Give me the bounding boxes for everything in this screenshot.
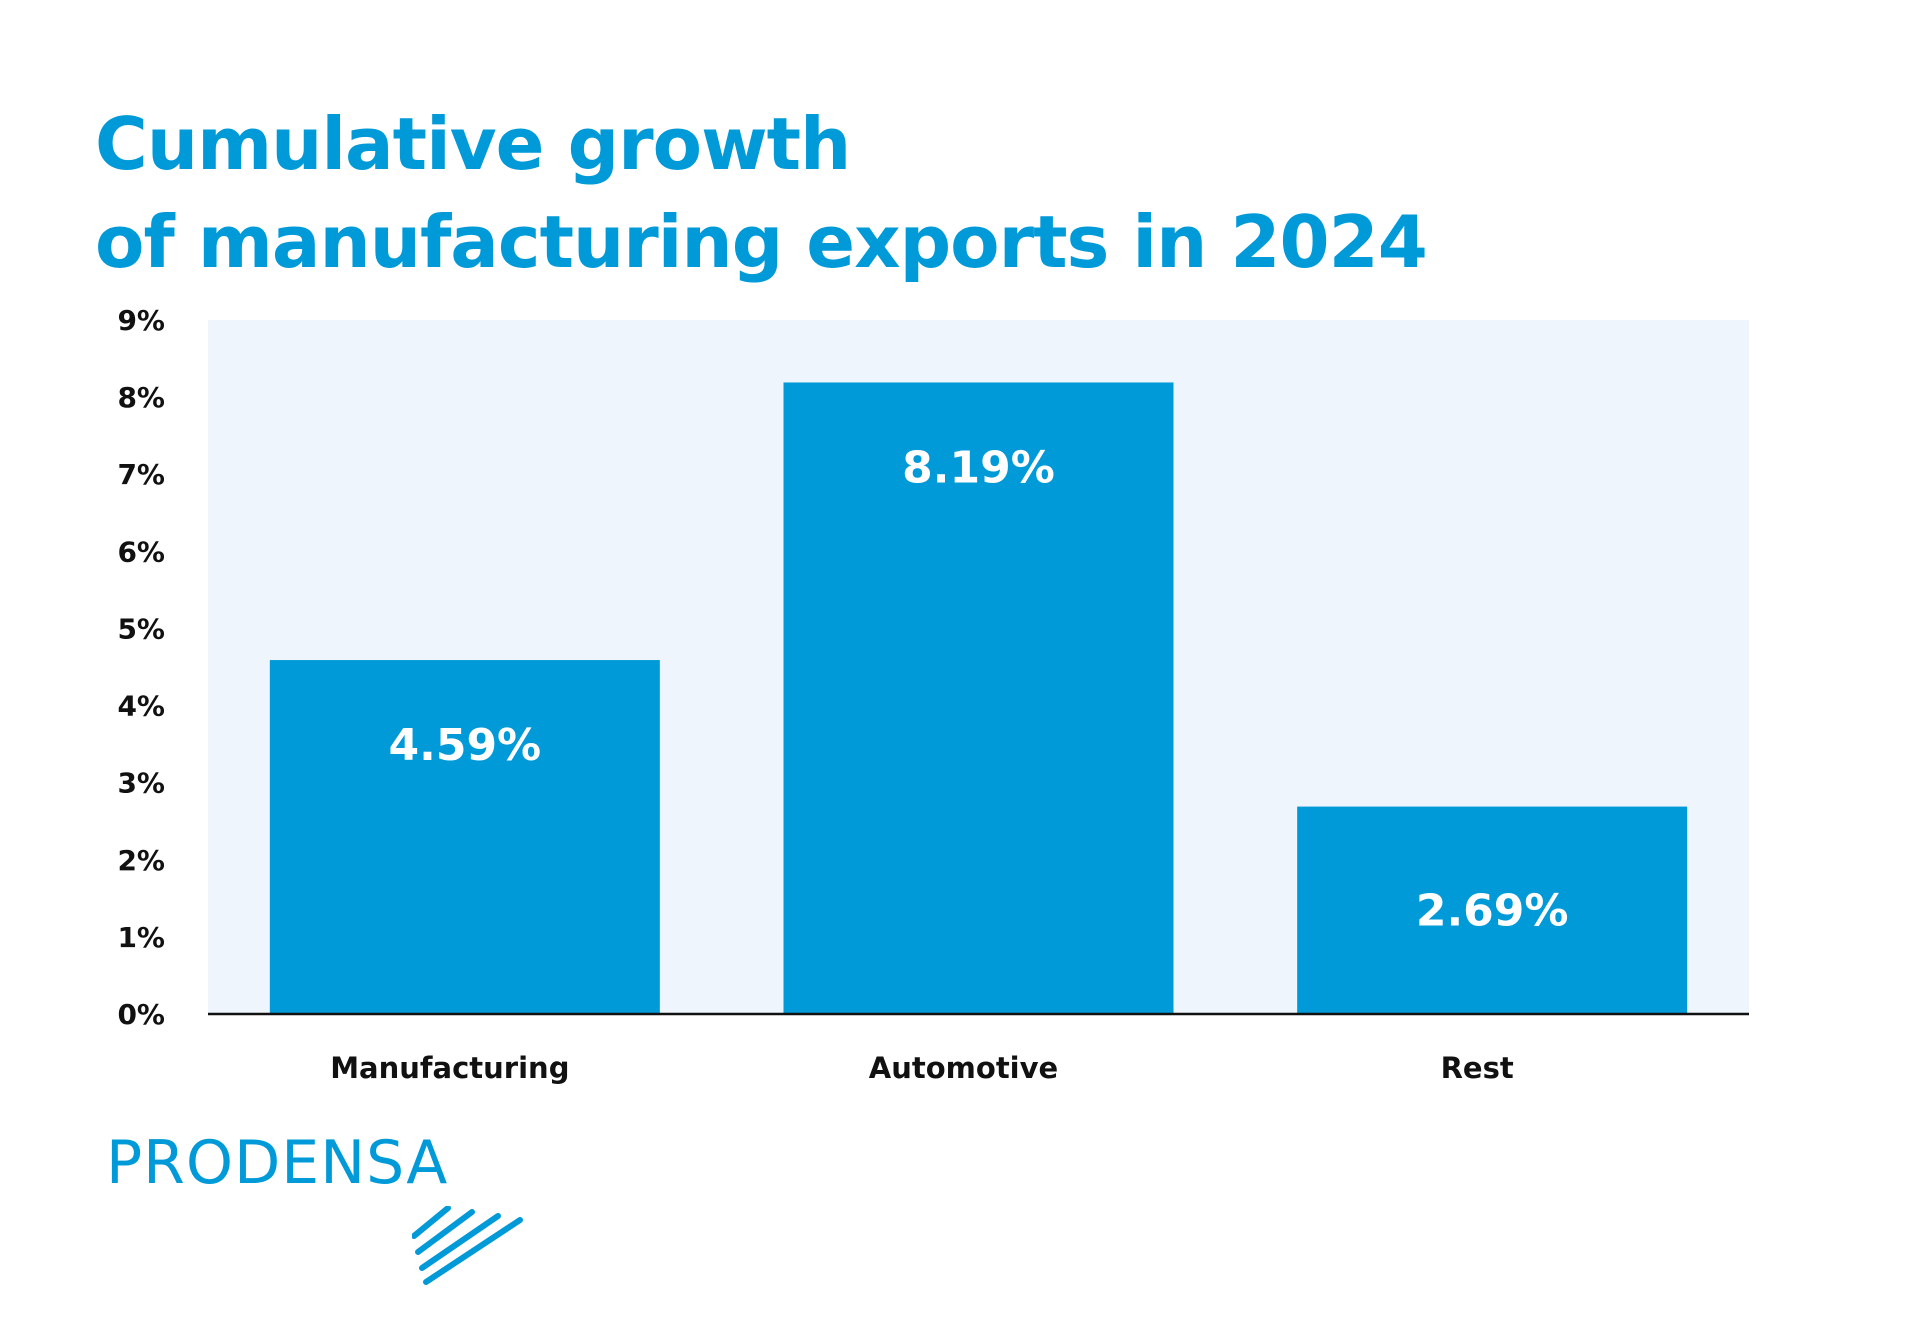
y-tick-label: 4%	[117, 690, 165, 723]
x-tick-label: Automotive	[869, 1051, 1058, 1085]
y-tick-label: 9%	[117, 304, 165, 337]
bars	[269, 382, 1688, 1015]
chart-title: Cumulative growth of manufacturing expor…	[95, 95, 1428, 291]
bar-automotive	[783, 382, 1174, 1015]
chart-title-line-2: of manufacturing exports in 2024	[95, 200, 1428, 284]
bar-manufacturing	[269, 660, 660, 1014]
x-tick-label: Rest	[1441, 1051, 1514, 1085]
prodensa-logo: PRODENSA	[106, 1128, 526, 1288]
y-tick-label: 2%	[117, 844, 165, 877]
logo-wordmark: PRODENSA	[106, 1128, 449, 1198]
y-tick-label: 8%	[117, 381, 165, 414]
bar-value-label: 8.19%	[902, 442, 1055, 493]
bar-rest	[1297, 806, 1688, 1014]
y-tick-label: 1%	[117, 921, 165, 954]
x-tick-label: Manufacturing	[330, 1051, 569, 1085]
y-tick-label: 5%	[117, 612, 165, 645]
y-axis-ticks: 0% 1% 2% 3% 4% 5% 6% 7% 8% 9%	[117, 304, 165, 1031]
x-axis-categories: Manufacturing Automotive Rest	[330, 1051, 1514, 1085]
y-tick-label: 3%	[117, 767, 165, 800]
y-tick-label: 0%	[117, 998, 165, 1031]
y-tick-label: 6%	[117, 535, 165, 568]
bar-data-labels: 4.59% 8.19% 2.69%	[389, 442, 1569, 936]
diagonal-lines-icon	[412, 1206, 523, 1285]
y-tick-label: 7%	[117, 458, 165, 491]
bar-value-label: 4.59%	[389, 720, 542, 771]
chart-title-line-1: Cumulative growth	[95, 102, 851, 186]
bar-value-label: 2.69%	[1416, 885, 1569, 936]
